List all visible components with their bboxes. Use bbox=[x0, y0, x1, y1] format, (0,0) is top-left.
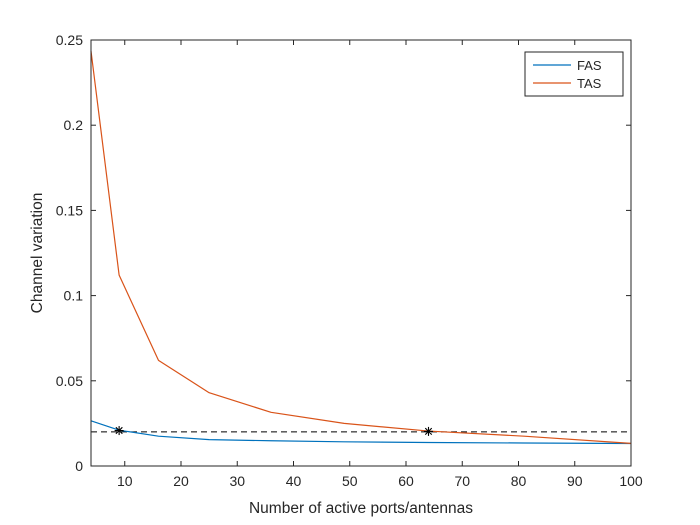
x-tick-label: 40 bbox=[286, 473, 302, 489]
series-line-fas bbox=[90, 420, 632, 445]
y-tick-label: 0.2 bbox=[64, 117, 84, 133]
legend-box bbox=[524, 51, 624, 97]
x-tick-label: 100 bbox=[619, 473, 643, 489]
asterisk-stroke bbox=[424, 427, 433, 436]
x-tick-label: 70 bbox=[454, 473, 470, 489]
legend-label-fas: FAS bbox=[577, 58, 602, 73]
asterisk-marker-1 bbox=[114, 426, 124, 436]
asterisk-marker-2 bbox=[424, 426, 433, 436]
x-tick-label: 30 bbox=[229, 473, 245, 489]
axes-frame bbox=[90, 39, 632, 467]
y-axis-title: Channel variation bbox=[29, 193, 46, 314]
x-tick-label: 10 bbox=[117, 473, 133, 489]
y-tick-label: 0 bbox=[75, 458, 83, 474]
y-tick-label: 0.25 bbox=[56, 32, 83, 48]
x-axis-title: Number of active ports/antennas bbox=[249, 500, 473, 517]
plot-background bbox=[91, 40, 631, 466]
x-tick-label: 20 bbox=[173, 473, 189, 489]
x-tick-label: 80 bbox=[511, 473, 527, 489]
series-layer bbox=[90, 51, 632, 445]
series-line-tas bbox=[90, 51, 632, 444]
x-tick-label: 50 bbox=[342, 473, 358, 489]
marker-layer bbox=[114, 426, 433, 436]
axes-layer: 10 20 30 40 50 60 70 80 90 100 0 0.05 0.1 0.15 0.2 0.25 bbox=[56, 32, 643, 489]
y-tick-label: 0.15 bbox=[56, 202, 83, 218]
x-tick-label: 90 bbox=[567, 473, 583, 489]
y-tick-label: 0.1 bbox=[64, 288, 84, 304]
legend-label-tas: TAS bbox=[577, 76, 602, 91]
y-tick-label: 0.05 bbox=[56, 373, 83, 389]
legend: FAS TAS bbox=[524, 51, 624, 97]
asterisk-stroke bbox=[115, 426, 123, 435]
plot-area bbox=[91, 40, 631, 466]
x-tick-label: 60 bbox=[398, 473, 414, 489]
